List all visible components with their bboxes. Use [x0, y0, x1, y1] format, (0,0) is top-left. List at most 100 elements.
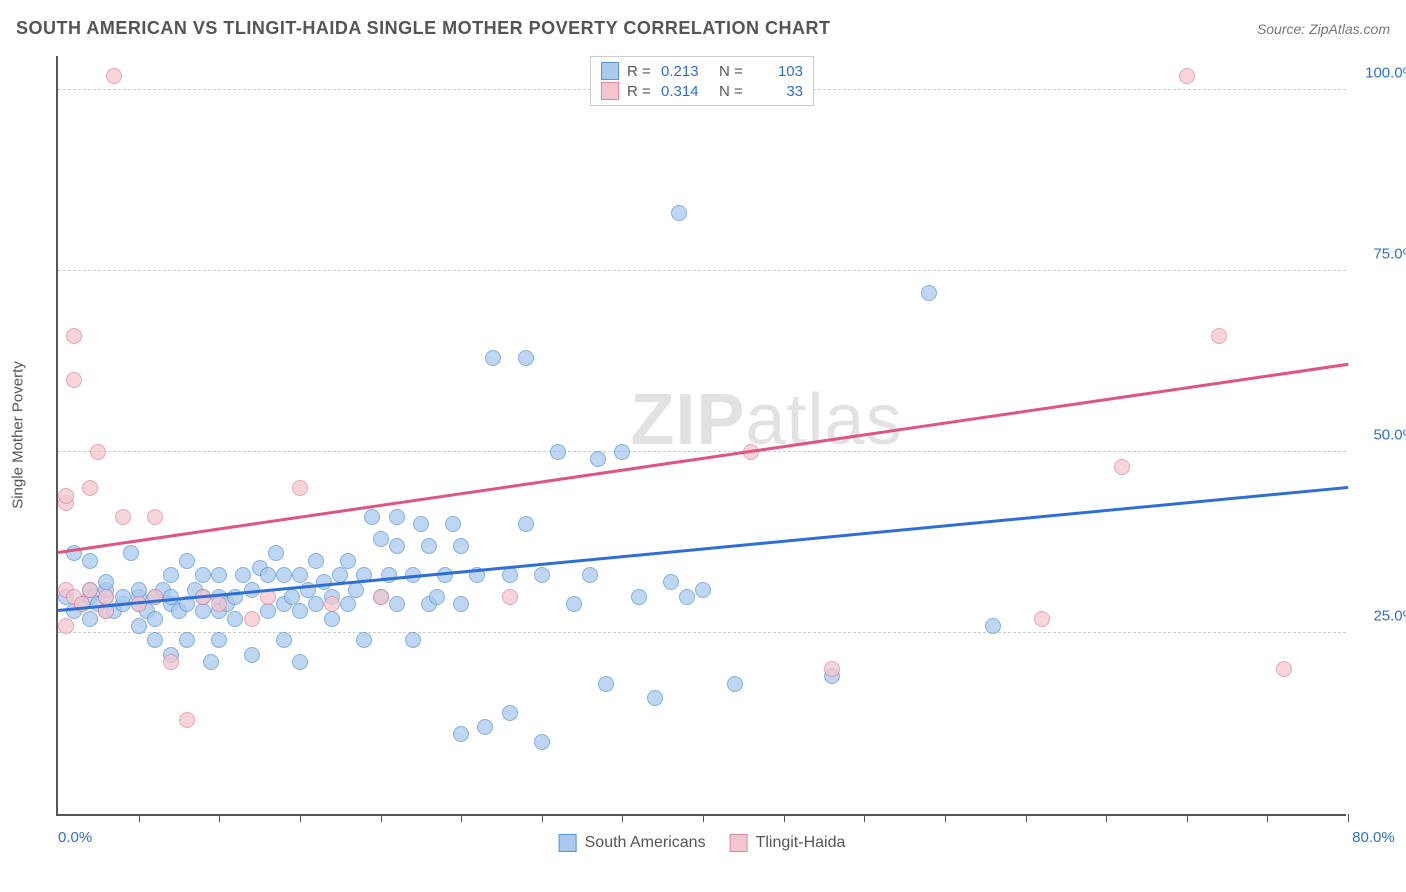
- stat-label: R =: [627, 83, 653, 100]
- data-point: [598, 676, 614, 692]
- data-point: [1034, 611, 1050, 627]
- data-point: [647, 690, 663, 706]
- stat-value: 0.314: [661, 83, 711, 100]
- data-point: [824, 661, 840, 677]
- data-point: [614, 444, 630, 460]
- data-point: [340, 553, 356, 569]
- data-point: [195, 603, 211, 619]
- data-point: [985, 618, 1001, 634]
- legend-label: South Americans: [585, 834, 706, 852]
- data-point: [485, 350, 501, 366]
- data-point: [115, 509, 131, 525]
- data-point: [308, 553, 324, 569]
- data-point: [534, 567, 550, 583]
- data-point: [1114, 459, 1130, 475]
- x-tick: [461, 814, 462, 822]
- data-point: [381, 567, 397, 583]
- x-tick: [784, 814, 785, 822]
- data-point: [292, 603, 308, 619]
- data-point: [453, 596, 469, 612]
- x-tick: [864, 814, 865, 822]
- x-tick: [1026, 814, 1027, 822]
- x-tick: [300, 814, 301, 822]
- x-tick: [703, 814, 704, 822]
- data-point: [324, 611, 340, 627]
- data-point: [413, 516, 429, 532]
- data-point: [58, 488, 74, 504]
- data-point: [671, 205, 687, 221]
- stats-legend: R =0.213N =103R =0.314N =33: [590, 56, 814, 106]
- scatter-chart: Single Mother Poverty ZIPatlas R =0.213N…: [56, 56, 1346, 816]
- data-point: [147, 632, 163, 648]
- y-axis-label: Single Mother Poverty: [10, 361, 27, 509]
- data-point: [445, 516, 461, 532]
- x-tick: [1267, 814, 1268, 822]
- data-point: [66, 328, 82, 344]
- gridline: [58, 270, 1346, 271]
- data-point: [534, 734, 550, 750]
- data-point: [340, 596, 356, 612]
- legend-swatch: [601, 62, 619, 80]
- data-point: [1179, 68, 1195, 84]
- y-tick-label: 75.0%: [1373, 246, 1406, 263]
- data-point: [502, 705, 518, 721]
- data-point: [550, 444, 566, 460]
- data-point: [227, 611, 243, 627]
- data-point: [477, 719, 493, 735]
- data-point: [389, 596, 405, 612]
- data-point: [389, 538, 405, 554]
- stats-legend-row: R =0.314N =33: [601, 81, 803, 101]
- data-point: [373, 531, 389, 547]
- data-point: [590, 451, 606, 467]
- data-point: [566, 596, 582, 612]
- data-point: [324, 596, 340, 612]
- data-point: [276, 567, 292, 583]
- data-point: [235, 567, 251, 583]
- data-point: [582, 567, 598, 583]
- legend-swatch: [559, 834, 577, 852]
- y-tick-label: 25.0%: [1373, 608, 1406, 625]
- data-point: [195, 567, 211, 583]
- data-point: [211, 596, 227, 612]
- data-point: [179, 712, 195, 728]
- stat-label: N =: [719, 63, 745, 80]
- data-point: [292, 480, 308, 496]
- data-point: [364, 509, 380, 525]
- x-tick: [1348, 814, 1349, 822]
- data-point: [211, 567, 227, 583]
- data-point: [82, 582, 98, 598]
- data-point: [437, 567, 453, 583]
- trend-line: [58, 363, 1348, 554]
- data-point: [179, 632, 195, 648]
- data-point: [284, 589, 300, 605]
- y-tick-label: 50.0%: [1373, 427, 1406, 444]
- data-point: [203, 654, 219, 670]
- data-point: [131, 618, 147, 634]
- data-point: [405, 632, 421, 648]
- data-point: [268, 545, 284, 561]
- x-tick: [1106, 814, 1107, 822]
- legend-swatch: [601, 82, 619, 100]
- data-point: [82, 480, 98, 496]
- data-point: [348, 582, 364, 598]
- data-point: [453, 538, 469, 554]
- data-point: [179, 553, 195, 569]
- data-point: [123, 545, 139, 561]
- data-point: [163, 567, 179, 583]
- data-point: [695, 582, 711, 598]
- data-point: [373, 589, 389, 605]
- x-tick: [542, 814, 543, 822]
- stats-legend-row: R =0.213N =103: [601, 61, 803, 81]
- data-point: [106, 68, 122, 84]
- data-point: [276, 632, 292, 648]
- data-point: [679, 589, 695, 605]
- data-point: [163, 654, 179, 670]
- stat-label: R =: [627, 63, 653, 80]
- data-point: [244, 611, 260, 627]
- x-min-label: 0.0%: [58, 829, 92, 846]
- data-point: [66, 372, 82, 388]
- x-max-label: 80.0%: [1352, 829, 1395, 846]
- data-point: [98, 589, 114, 605]
- x-tick: [1187, 814, 1188, 822]
- data-point: [921, 285, 937, 301]
